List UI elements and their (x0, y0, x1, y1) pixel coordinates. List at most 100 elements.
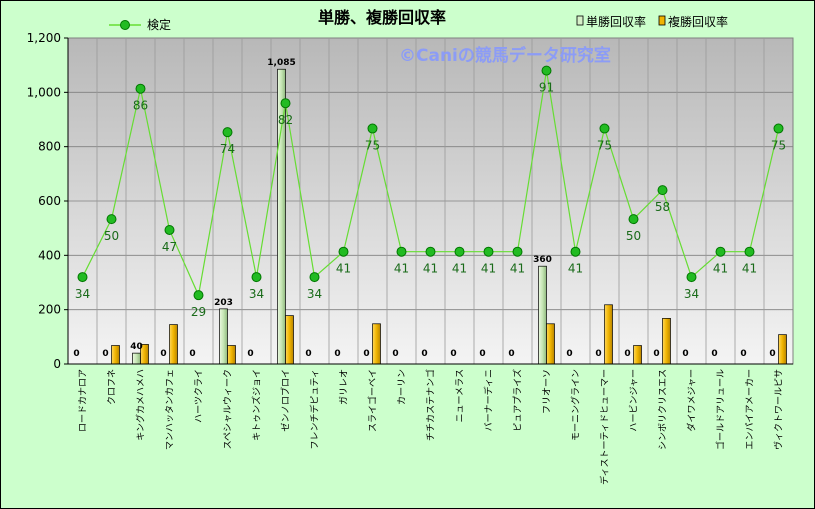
bar-data-label: 0 (363, 349, 369, 359)
kentei-data-label: 41 (510, 262, 525, 276)
bar-data-label: 0 (450, 349, 456, 359)
y-axis: 0 200 400 600 800 1,000 1,200 (27, 31, 69, 371)
x-tick-label: マンハッタンカフェ (165, 369, 176, 450)
y-tick-label: 400 (38, 248, 61, 262)
x-tick-label: シンボリクリスエス (658, 369, 669, 450)
kentei-data-label: 41 (713, 262, 728, 276)
x-tick-label: ゴールドアリュール (715, 369, 727, 450)
legend-label-fukusho: 複勝回収率 (668, 14, 728, 29)
bar-data-label: 0 (653, 349, 659, 359)
x-tick-label: フリオーソ (542, 369, 553, 414)
kentei-data-label: 41 (481, 262, 496, 276)
x-tick-label: キトゥンズジョイ (251, 369, 263, 441)
bar-fukusho (662, 318, 671, 365)
kentei-data-label: 50 (104, 229, 119, 243)
bar-fukusho (227, 345, 236, 365)
legend-bar1-swatch (576, 15, 584, 26)
x-tick-label: スライゴーベイ (367, 369, 379, 432)
bar-fukusho (372, 323, 381, 365)
x-tick-label: フレンチデピュティ (309, 369, 321, 449)
bar-data-label: 0 (392, 349, 398, 359)
kentei-data-label: 58 (655, 200, 670, 214)
kentei-data-label: 41 (394, 262, 409, 276)
legend-line-marker (120, 20, 130, 30)
bar-data-label: 0 (566, 349, 572, 359)
y-tick-label: 200 (38, 303, 61, 317)
kentei-point (164, 224, 175, 235)
kentei-point (628, 214, 639, 225)
bar-fukusho (778, 334, 787, 365)
kentei-point (106, 214, 117, 225)
kentei-data-label: 82 (278, 113, 293, 127)
bar-data-label: 0 (595, 349, 601, 359)
bar-fukusho (111, 345, 120, 365)
x-tick-label: ピュアプライズ (512, 369, 524, 432)
bar-data-label: 0 (508, 349, 514, 359)
kentei-data-label: 50 (626, 229, 641, 243)
kentei-data-label: 34 (249, 287, 264, 301)
bar-fukusho (633, 345, 642, 365)
kentei-point (222, 127, 233, 138)
bar-data-label: 0 (624, 349, 630, 359)
kentei-point (715, 246, 726, 257)
kentei-data-label: 29 (191, 305, 206, 319)
bar-tansho (538, 265, 547, 365)
kentei-point (193, 290, 204, 301)
kentei-data-label: 34 (307, 287, 322, 301)
bar-data-label: 0 (479, 349, 485, 359)
bar-data-label: 0 (334, 349, 340, 359)
bar-data-label: 0 (740, 349, 746, 359)
x-tick-label: キングカメハメハ (135, 369, 147, 441)
x-tick-label: ハービンジャー (629, 369, 640, 432)
kentei-data-label: 41 (336, 262, 351, 276)
kentei-point (77, 272, 88, 283)
kentei-point (599, 123, 610, 134)
x-tick-label: カーリン (397, 369, 408, 405)
kentei-line-group: 34 50 86 47 29 74 34 82 34 41 75 41 41 41 41 41 91 41 75 50… (75, 65, 786, 319)
kentei-point (570, 246, 581, 257)
kentei-point (541, 65, 552, 76)
kentei-data-label: 41 (568, 262, 583, 276)
bar-data-label: 0 (189, 349, 195, 359)
kentei-point (483, 246, 494, 257)
x-tick-label: クロフネ (107, 369, 118, 405)
y-tick-label: 1,200 (27, 31, 61, 45)
kentei-data-label: 91 (539, 81, 554, 95)
kentei-point (773, 123, 784, 134)
y-tick-label: 600 (38, 194, 61, 208)
x-tick-label: モーニングライン (570, 369, 582, 441)
legend-label-tansho: 単勝回収率 (586, 14, 646, 29)
kentei-data-label: 41 (423, 262, 438, 276)
bar-data-label: 203 (214, 298, 233, 308)
x-axis: ロードカナロア クロフネ キングカメハメハ マンハッタンカフェ ハーツクライ スペシャルウ… (68, 363, 793, 485)
kentei-data-label: 74 (220, 142, 235, 156)
kentei-point (251, 272, 262, 283)
bar-tansho (132, 352, 141, 365)
bar-fukusho (169, 324, 178, 365)
bar-data-label: 0 (247, 349, 253, 359)
kentei-point (512, 246, 523, 257)
kentei-data-label: 34 (75, 287, 90, 301)
bar-data-label: 0 (73, 349, 79, 359)
kentei-point (338, 246, 349, 257)
bar-data-label: 0 (102, 349, 108, 359)
kentei-data-label: 75 (597, 139, 612, 153)
bar-data-label: 0 (160, 349, 166, 359)
x-tick-label: スペシャルウィーク (223, 369, 234, 449)
x-tick-label: ゼンノロブロイ (280, 369, 292, 432)
kentei-data-label: 75 (771, 139, 786, 153)
kentei-point (744, 246, 755, 257)
kentei-data-label: 86 (133, 99, 148, 113)
kentei-point (367, 123, 378, 134)
kentei-data-label: 47 (162, 240, 177, 254)
legend-label-kentei: 検定 (147, 17, 171, 32)
kentei-point (280, 98, 291, 109)
y-tick-label: 0 (53, 357, 61, 371)
kentei-point (454, 246, 465, 257)
kentei-data-label: 34 (684, 287, 699, 301)
kentei-point (425, 246, 436, 257)
legend: 検定 単勝回収率 複勝回収率 (109, 14, 728, 32)
x-tick-label: ヴィクトワールピサ (773, 369, 785, 450)
bar-data-label: 0 (421, 349, 427, 359)
